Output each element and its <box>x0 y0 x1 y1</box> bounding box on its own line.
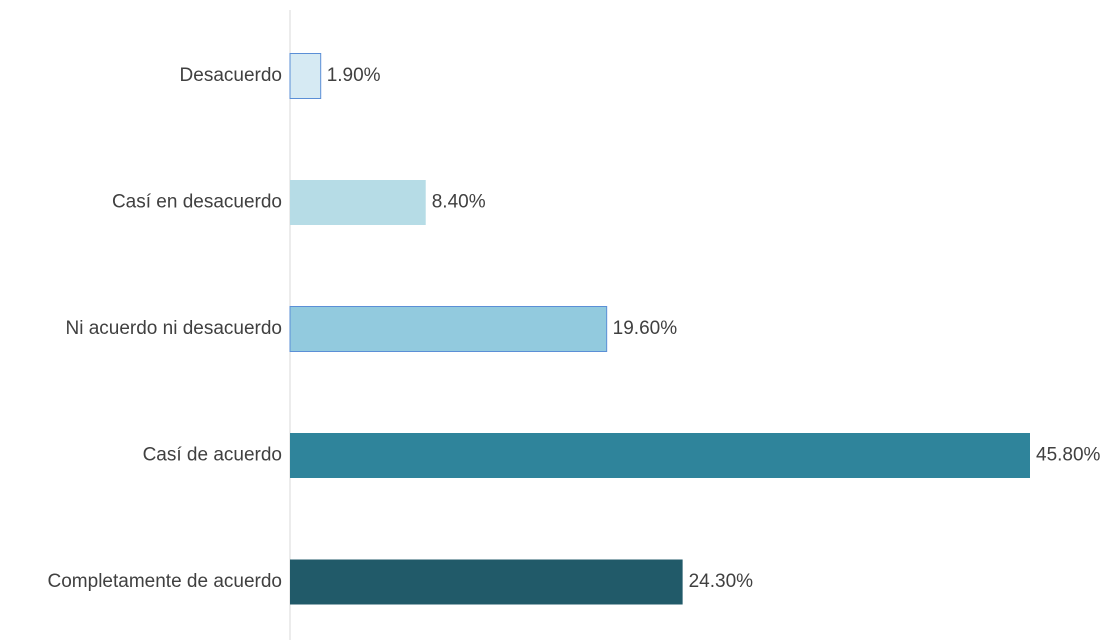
value-label-2: 8.40% <box>432 192 486 213</box>
bars-group <box>289 53 1030 605</box>
bar-2 <box>290 180 426 225</box>
category-label-5: Completamente de acuerdo <box>48 571 282 592</box>
category-label-4: Casí de acuerdo <box>143 445 282 466</box>
bar-5 <box>290 559 683 605</box>
category-label-3: Ni acuerdo ni desacuerdo <box>65 318 282 339</box>
bar-1 <box>289 53 322 99</box>
value-label-1: 1.90% <box>327 65 381 86</box>
category-label-1: Desacuerdo <box>180 65 282 86</box>
value-label-5: 24.30% <box>689 571 754 592</box>
value-label-4: 45.80% <box>1036 445 1101 466</box>
labels-group: Desacuerdo 1.90% Casí en desacuerdo 8.40% Ni… <box>48 65 1101 592</box>
bar-4 <box>290 433 1030 478</box>
bar-3 <box>289 306 608 352</box>
category-label-2: Casí en desacuerdo <box>112 192 282 213</box>
value-label-3: 19.60% <box>613 318 678 339</box>
